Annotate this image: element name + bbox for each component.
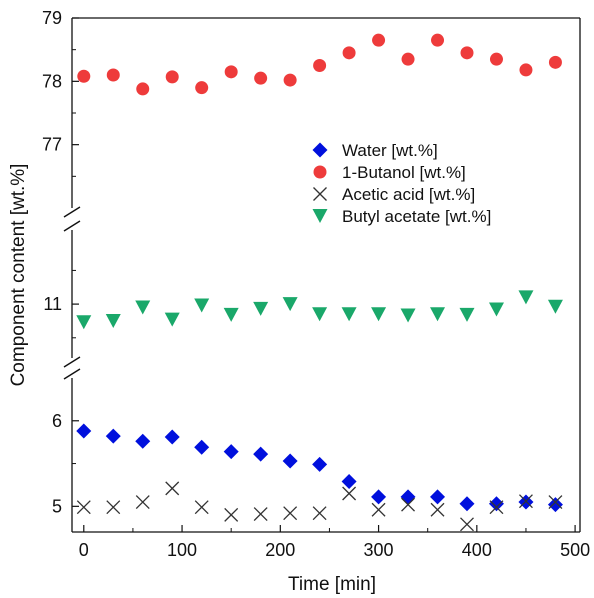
- data-point-3-3: [164, 312, 180, 327]
- legend-marker-0: [312, 142, 328, 158]
- data-point-2-3: [165, 481, 180, 496]
- data-point-0-13: [459, 496, 475, 512]
- data-point-2-8: [312, 506, 327, 521]
- data-point-0-11: [400, 489, 416, 505]
- legend-marker-1: [313, 165, 327, 179]
- data-point-2-0: [76, 500, 91, 515]
- y-tick-label-lower-0: 5: [52, 496, 62, 516]
- y-tick-label-upper-0: 77: [42, 135, 62, 155]
- data-point-0-2: [135, 433, 151, 449]
- data-point-1-11: [401, 52, 415, 66]
- legend-label-2: Acetic acid [wt.%]: [342, 185, 475, 204]
- data-point-1-12: [431, 33, 445, 47]
- data-point-2-14: [489, 500, 504, 515]
- data-point-2-12: [430, 502, 445, 517]
- data-point-0-3: [164, 429, 180, 445]
- data-point-0-8: [312, 456, 328, 472]
- data-point-2-16: [548, 495, 563, 510]
- axis-break-mark-1-0: [63, 356, 81, 368]
- data-point-1-9: [342, 46, 356, 60]
- data-point-3-16: [547, 299, 563, 314]
- data-point-0-10: [371, 489, 387, 505]
- data-point-2-10: [371, 502, 386, 517]
- data-point-3-12: [430, 307, 446, 322]
- y-tick-label-lower-1: 6: [52, 411, 62, 431]
- legend-marker-3: [312, 209, 328, 223]
- data-point-1-8: [313, 59, 327, 72]
- data-point-1-15: [519, 63, 533, 77]
- data-point-0-5: [223, 444, 239, 460]
- data-point-0-7: [282, 453, 298, 469]
- data-point-0-0: [76, 423, 92, 439]
- x-axis-title: Time [min]: [288, 574, 376, 595]
- x-tick-label-3: 300: [364, 540, 394, 560]
- data-point-2-15: [518, 494, 533, 509]
- data-point-3-4: [194, 298, 210, 313]
- data-point-2-5: [224, 507, 239, 522]
- x-tick-label-4: 400: [462, 540, 492, 560]
- data-point-3-10: [371, 307, 387, 322]
- axis-break-mark-0-0: [63, 206, 81, 218]
- data-point-2-11: [401, 497, 416, 512]
- legend-label-3: Butyl acetate [wt.%]: [342, 207, 491, 226]
- data-point-3-9: [341, 307, 357, 322]
- data-point-1-3: [165, 70, 179, 84]
- axis-break-mark-0-1: [63, 220, 81, 232]
- data-point-3-15: [518, 290, 534, 305]
- data-point-3-8: [312, 307, 328, 322]
- data-point-3-5: [223, 307, 239, 322]
- legend-marker-2: [313, 187, 327, 201]
- data-point-1-13: [460, 46, 474, 60]
- y-tick-label-middle-0: 11: [43, 294, 62, 314]
- y-axis-title: Component content [wt.%]: [8, 164, 29, 387]
- data-point-3-11: [400, 308, 416, 323]
- data-point-1-4: [195, 81, 209, 95]
- data-point-1-16: [548, 55, 562, 69]
- legend-label-0: Water [wt.%]: [342, 141, 438, 160]
- data-point-1-1: [106, 68, 120, 82]
- data-point-0-12: [430, 489, 446, 505]
- x-tick-label-2: 200: [265, 540, 295, 560]
- data-point-3-0: [76, 315, 92, 330]
- legend-label-1: 1-Butanol [wt.%]: [342, 163, 466, 182]
- data-point-3-7: [282, 297, 298, 312]
- x-tick-label-0: 0: [79, 540, 89, 560]
- data-point-2-7: [283, 506, 298, 521]
- data-point-0-1: [105, 428, 121, 444]
- data-point-2-9: [342, 486, 357, 501]
- data-point-3-1: [105, 313, 121, 328]
- data-point-3-13: [459, 307, 475, 322]
- data-point-1-6: [254, 71, 268, 85]
- data-point-1-5: [224, 65, 238, 79]
- y-tick-label-upper-1: 78: [42, 71, 62, 91]
- data-point-3-14: [488, 302, 504, 317]
- data-point-2-6: [253, 507, 268, 521]
- x-tick-label-1: 100: [167, 540, 197, 560]
- data-point-3-6: [253, 301, 269, 316]
- data-point-0-14: [488, 496, 504, 512]
- x-tick-label-5: 500: [560, 540, 590, 560]
- data-point-0-4: [194, 439, 210, 455]
- data-point-0-16: [547, 497, 563, 513]
- data-point-2-13: [460, 517, 474, 532]
- data-point-1-14: [489, 52, 503, 66]
- data-point-2-4: [194, 500, 209, 515]
- data-point-1-0: [77, 69, 91, 83]
- data-point-1-10: [372, 33, 386, 47]
- data-point-1-2: [136, 82, 150, 96]
- data-point-3-2: [135, 300, 151, 315]
- data-point-2-1: [106, 500, 121, 515]
- y-tick-label-upper-2: 79: [42, 8, 62, 28]
- axis-break-mark-1-1: [63, 368, 81, 380]
- data-point-1-7: [283, 73, 297, 87]
- data-point-0-9: [341, 474, 357, 490]
- data-point-2-2: [135, 495, 150, 510]
- data-point-0-6: [253, 446, 269, 462]
